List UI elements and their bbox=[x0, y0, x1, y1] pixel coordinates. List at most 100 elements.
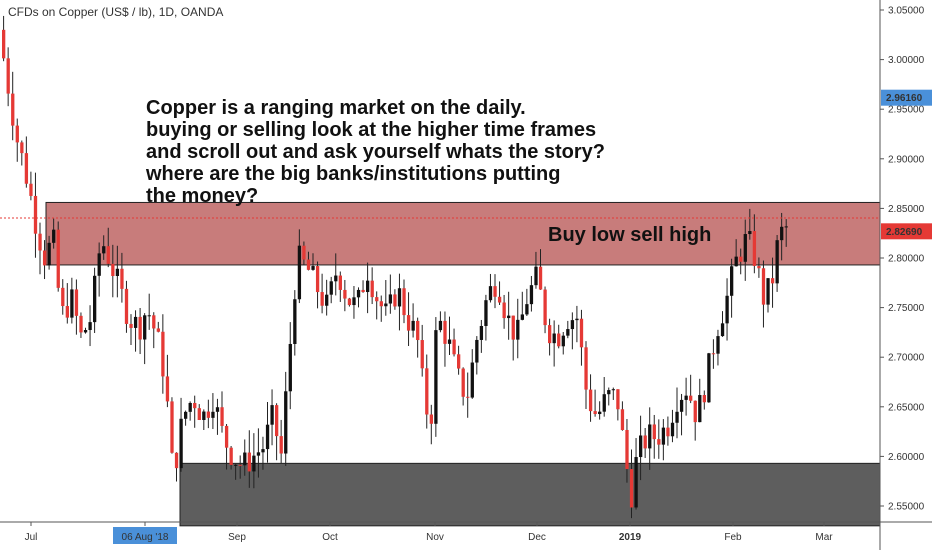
candle-body bbox=[543, 289, 547, 326]
candle-body bbox=[511, 315, 515, 340]
candle-body bbox=[739, 256, 743, 262]
x-tick-label: Jul bbox=[25, 532, 38, 543]
candle-body bbox=[602, 394, 606, 412]
candle-body bbox=[502, 302, 506, 319]
candle-body bbox=[170, 401, 174, 453]
candle-body bbox=[215, 407, 220, 412]
candle-body bbox=[588, 389, 593, 412]
candle-body bbox=[206, 411, 211, 418]
candle-body bbox=[265, 424, 270, 450]
candle-body bbox=[497, 296, 502, 303]
candle-body bbox=[320, 292, 324, 306]
candle-body bbox=[202, 411, 206, 420]
candle-body bbox=[379, 301, 383, 307]
candle-body bbox=[174, 452, 179, 469]
candle-body bbox=[670, 422, 675, 437]
candle-body bbox=[106, 246, 110, 264]
candle-body bbox=[552, 333, 556, 344]
candle-body bbox=[693, 400, 697, 423]
candle-body bbox=[47, 242, 51, 266]
y-tick-label: 2.80000 bbox=[888, 254, 925, 265]
candle-body bbox=[211, 411, 215, 418]
candle-body bbox=[757, 265, 761, 269]
candle-body bbox=[120, 268, 124, 289]
candle-body bbox=[584, 347, 588, 390]
candle-body bbox=[538, 266, 543, 290]
candle-body bbox=[261, 449, 265, 453]
candle-body bbox=[184, 411, 188, 419]
y-tick-label: 3.05000 bbox=[888, 6, 925, 17]
candle-body bbox=[438, 320, 443, 331]
candle-body bbox=[88, 322, 92, 331]
candle-body bbox=[165, 376, 170, 402]
candle-body bbox=[625, 429, 629, 470]
candle-body bbox=[238, 464, 242, 466]
candle-body bbox=[525, 304, 529, 315]
y-tick-label: 2.95000 bbox=[888, 105, 925, 116]
candle-body bbox=[420, 340, 424, 369]
zones bbox=[45, 201, 881, 527]
candle-body bbox=[156, 328, 160, 332]
candle-body bbox=[620, 409, 625, 430]
candle-body bbox=[393, 294, 397, 307]
candle-body bbox=[443, 320, 447, 344]
candle-body bbox=[152, 315, 156, 329]
candle-body bbox=[529, 285, 534, 305]
candle-body bbox=[425, 368, 429, 415]
candle-body bbox=[111, 263, 115, 276]
candle-body bbox=[29, 183, 33, 196]
candle-body bbox=[479, 325, 484, 340]
candle-body bbox=[780, 226, 784, 241]
candle-body bbox=[730, 266, 734, 296]
candle-body bbox=[220, 407, 224, 426]
candle-body bbox=[129, 323, 133, 328]
candle-body bbox=[707, 353, 711, 403]
candle-body bbox=[247, 452, 251, 472]
price-label: 2.82690 bbox=[886, 227, 923, 238]
candle-body bbox=[416, 320, 420, 341]
y-tick-label: 2.65000 bbox=[888, 402, 925, 413]
candle-body bbox=[561, 335, 565, 347]
candle-body bbox=[375, 297, 379, 302]
candle-body bbox=[256, 452, 261, 456]
candle-body bbox=[643, 435, 647, 449]
candle-body bbox=[629, 469, 634, 508]
candle-body bbox=[534, 266, 538, 286]
candle-body bbox=[6, 58, 10, 94]
candle-body bbox=[666, 427, 670, 437]
candle-body bbox=[270, 405, 274, 425]
candle-body bbox=[752, 231, 757, 266]
candle-body bbox=[607, 390, 611, 395]
candle-body bbox=[507, 315, 511, 319]
candle-body bbox=[161, 331, 165, 377]
candle-body bbox=[179, 418, 183, 469]
candle-body bbox=[557, 333, 561, 347]
candle-body bbox=[488, 286, 493, 301]
y-tick-label: 2.85000 bbox=[888, 204, 925, 215]
candle-body bbox=[329, 281, 333, 295]
candle-body bbox=[761, 268, 766, 305]
candle-body bbox=[20, 142, 24, 154]
candle-body bbox=[315, 266, 320, 293]
candle-body bbox=[52, 229, 56, 243]
candle-body bbox=[484, 300, 488, 326]
candle-body bbox=[634, 457, 638, 508]
candle-body bbox=[725, 295, 729, 324]
candle-body bbox=[83, 330, 88, 333]
y-tick-label: 2.55000 bbox=[888, 502, 925, 513]
candle-body bbox=[79, 315, 83, 333]
candle-body bbox=[457, 354, 461, 369]
candle-body bbox=[639, 435, 643, 458]
candle-body bbox=[252, 455, 256, 472]
candle-body bbox=[716, 336, 720, 354]
price-label: 2.96160 bbox=[886, 93, 923, 104]
y-tick-label: 2.70000 bbox=[888, 353, 925, 364]
x-tick-label: 2019 bbox=[619, 532, 642, 543]
candle-body bbox=[234, 464, 238, 466]
candle-body bbox=[734, 256, 738, 267]
y-axis: 3.05000 3.00000 2.95000 2.90000 2.85000 2.800… bbox=[880, 6, 925, 513]
candle-body bbox=[356, 289, 361, 298]
x-axis: Jul 06 Aug '18 Sep Oct Nov Dec 2019 Feb Mar bbox=[25, 522, 833, 544]
candle-body bbox=[11, 93, 15, 126]
